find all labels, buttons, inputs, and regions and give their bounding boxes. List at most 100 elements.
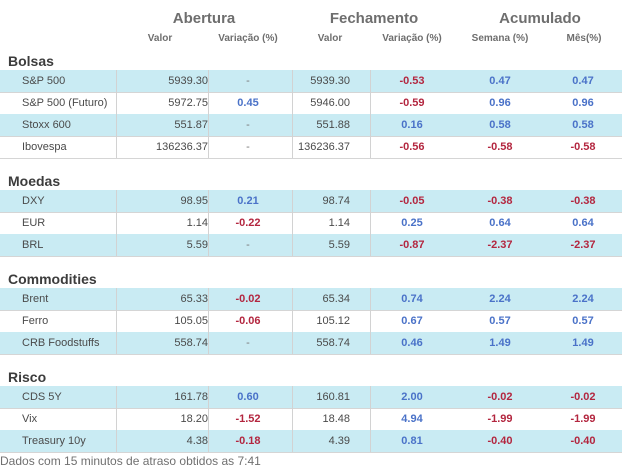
cell-close-value: 65.34 xyxy=(322,293,350,305)
cell-open-value: 5939.30 xyxy=(168,75,208,87)
table-row: Ibovespa 136236.37 - 136236.37 -0.56 -0.58 -0.… xyxy=(0,136,622,159)
table-row: S&P 500 5939.30 - 5939.30 -0.53 0.47 0.47 xyxy=(0,70,622,93)
cell-close-var: 4.94 xyxy=(401,413,423,425)
cell-open-value: 4.38 xyxy=(186,435,208,447)
column-divider xyxy=(292,386,293,408)
cell-open-value: 65.33 xyxy=(180,293,208,305)
column-divider xyxy=(292,408,293,430)
cell-name: EUR xyxy=(22,217,46,229)
column-divider xyxy=(370,92,371,114)
cell-close-var: -0.53 xyxy=(399,75,425,87)
cell-close-value: 558.74 xyxy=(316,337,350,349)
cell-name: BRL xyxy=(22,239,44,251)
cell-open-var: -0.18 xyxy=(235,435,261,447)
column-divider xyxy=(116,114,117,136)
column-divider xyxy=(116,70,117,92)
column-divider xyxy=(292,288,293,310)
cell-week: -2.37 xyxy=(487,239,513,251)
cell-close-value: 551.88 xyxy=(316,119,350,131)
cell-open-var: 0.45 xyxy=(237,97,259,109)
header-abertura: Abertura xyxy=(172,10,236,27)
column-divider xyxy=(116,92,117,114)
section-title: Moedas xyxy=(8,173,61,189)
cell-close-var: -0.87 xyxy=(399,239,425,251)
column-divider xyxy=(370,288,371,310)
column-divider xyxy=(292,114,293,136)
cell-open-var: - xyxy=(246,119,250,131)
table-row: Vix 18.20 -1.52 18.48 4.94 -1.99 -1.99 xyxy=(0,408,622,431)
cell-open-value: 18.20 xyxy=(180,413,208,425)
col-month: Mês(%) xyxy=(566,33,602,44)
column-divider xyxy=(370,212,371,234)
column-divider xyxy=(292,92,293,114)
table-row: CRB Foodstuffs 558.74 - 558.74 0.46 1.49 1.49 xyxy=(0,332,622,355)
column-divider xyxy=(370,114,371,136)
cell-month: -0.38 xyxy=(570,195,596,207)
cell-close-var: 2.00 xyxy=(401,391,423,403)
cell-week: 0.57 xyxy=(489,315,511,327)
column-divider xyxy=(208,212,209,234)
cell-close-var: -0.05 xyxy=(399,195,425,207)
cell-close-var: 0.67 xyxy=(401,315,423,327)
cell-close-value: 160.81 xyxy=(316,391,350,403)
cell-name: CRB Foodstuffs xyxy=(22,337,100,349)
table-row: Brent 65.33 -0.02 65.34 0.74 2.24 2.24 xyxy=(0,288,622,311)
cell-name: S&P 500 xyxy=(22,75,66,87)
column-divider xyxy=(208,114,209,136)
column-divider xyxy=(116,332,117,354)
table-row: Ferro 105.05 -0.06 105.12 0.67 0.57 0.57 xyxy=(0,310,622,333)
cell-month: 0.57 xyxy=(572,315,594,327)
column-divider xyxy=(208,92,209,114)
column-divider xyxy=(292,190,293,212)
cell-open-var: - xyxy=(246,239,250,251)
col-close-value: Valor xyxy=(317,33,343,44)
column-divider xyxy=(208,430,209,452)
cell-name: Treasury 10y xyxy=(22,435,86,447)
column-divider xyxy=(208,136,209,158)
header-acumulado: Acumulado xyxy=(499,10,581,27)
table-row: CDS 5Y 161.78 0.60 160.81 2.00 -0.02 -0.02 xyxy=(0,386,622,409)
table-row: EUR 1.14 -0.22 1.14 0.25 0.64 0.64 xyxy=(0,212,622,235)
cell-name: Vix xyxy=(22,413,38,425)
cell-close-var: 0.81 xyxy=(401,435,423,447)
column-divider xyxy=(116,136,117,158)
col-open-var: Variação (%) xyxy=(218,33,278,44)
cell-open-var: -0.06 xyxy=(235,315,261,327)
cell-close-var: 0.16 xyxy=(401,119,423,131)
cell-open-value: 1.14 xyxy=(186,217,208,229)
cell-open-var: 0.60 xyxy=(237,391,259,403)
cell-week: -0.38 xyxy=(487,195,513,207)
cell-open-var: - xyxy=(246,141,250,153)
column-divider xyxy=(370,408,371,430)
column-divider xyxy=(208,190,209,212)
column-divider xyxy=(116,234,117,256)
column-divider xyxy=(370,430,371,452)
cell-month: -0.02 xyxy=(570,391,596,403)
column-divider xyxy=(292,430,293,452)
column-divider xyxy=(292,70,293,92)
footer-note: Dados com 15 minutos de atraso obtidos a… xyxy=(0,454,261,468)
column-divider xyxy=(370,234,371,256)
cell-month: -0.58 xyxy=(570,141,596,153)
column-divider xyxy=(208,70,209,92)
cell-open-var: - xyxy=(246,75,250,87)
column-divider xyxy=(116,212,117,234)
cell-week: -0.02 xyxy=(487,391,513,403)
column-divider xyxy=(116,430,117,452)
cell-week: 0.96 xyxy=(489,97,511,109)
cell-open-var: -0.22 xyxy=(235,217,261,229)
table-row: BRL 5.59 - 5.59 -0.87 -2.37 -2.37 xyxy=(0,234,622,257)
cell-month: -1.99 xyxy=(570,413,596,425)
cell-month: 2.24 xyxy=(572,293,594,305)
cell-month: -2.37 xyxy=(570,239,596,251)
cell-week: 0.64 xyxy=(489,217,511,229)
column-divider xyxy=(292,310,293,332)
cell-close-value: 5.59 xyxy=(328,239,350,251)
cell-week: -1.99 xyxy=(487,413,513,425)
section-title: Risco xyxy=(8,369,47,385)
cell-open-var: -1.52 xyxy=(235,413,261,425)
table-row: Treasury 10y 4.38 -0.18 4.39 0.81 -0.40 -0.40 xyxy=(0,430,622,453)
column-divider xyxy=(208,288,209,310)
cell-close-value: 98.74 xyxy=(322,195,350,207)
column-divider xyxy=(370,332,371,354)
